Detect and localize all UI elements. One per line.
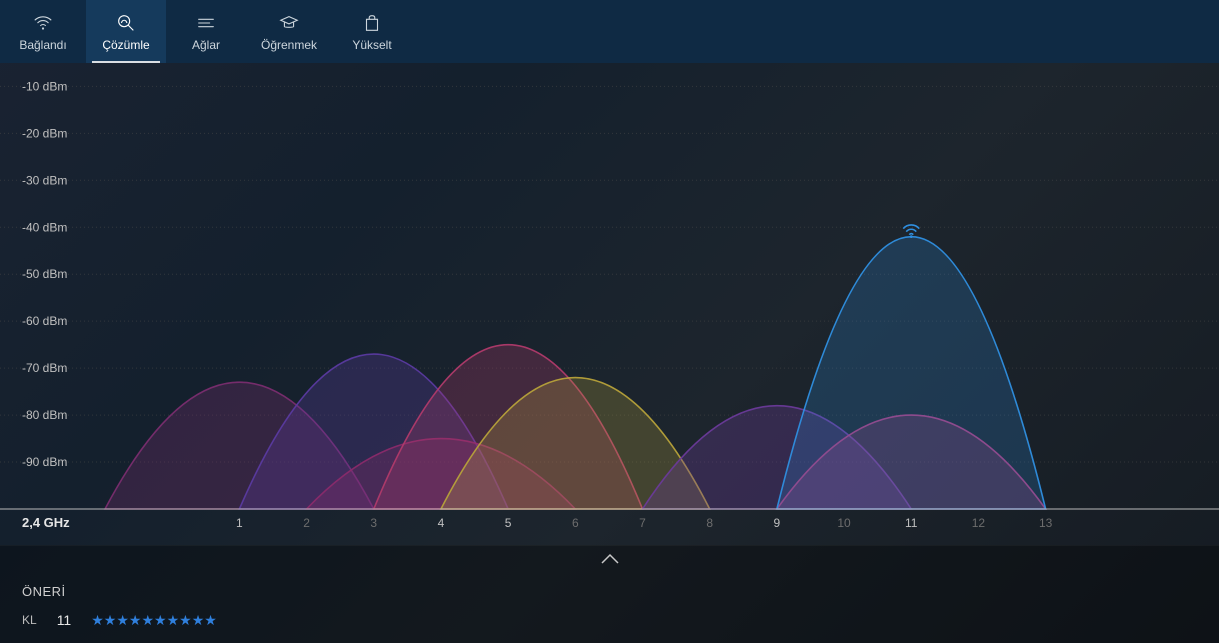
recommendation-label: KL <box>22 613 37 627</box>
svg-text:2,4 GHz: 2,4 GHz <box>22 515 70 530</box>
nav-learn-label: Öğrenmek <box>261 38 317 52</box>
svg-text:2: 2 <box>303 516 310 530</box>
svg-text:-20 dBm: -20 dBm <box>22 126 67 140</box>
svg-text:-60 dBm: -60 dBm <box>22 314 67 328</box>
spectrum-svg: -10 dBm -20 dBm -30 dBm -40 dBm -50 dBm -60 d… <box>0 63 1219 545</box>
star-icon: ★ <box>129 613 142 627</box>
svg-text:-70 dBm: -70 dBm <box>22 361 67 375</box>
networks-icon <box>195 12 217 34</box>
svg-text:10: 10 <box>837 516 851 530</box>
svg-text:-30 dBm: -30 dBm <box>22 173 67 187</box>
learn-icon <box>278 12 300 34</box>
star-icon: ★ <box>204 613 217 627</box>
nav-upgrade[interactable]: Yükselt <box>332 0 412 63</box>
recommendation-panel: ÖNERİ KL 11 ★★★★★★★★★★ <box>0 545 1219 643</box>
nav-connected-label: Bağlandı <box>19 38 66 52</box>
star-icon: ★ <box>141 613 154 627</box>
nav-learn[interactable]: Öğrenmek <box>246 0 332 63</box>
star-icon: ★ <box>192 613 205 627</box>
wifi-icon <box>32 12 54 34</box>
star-icon: ★ <box>116 613 129 627</box>
rating-stars: ★★★★★★★★★★ <box>91 613 217 627</box>
analyze-icon <box>115 12 137 34</box>
svg-text:9: 9 <box>774 516 781 530</box>
svg-text:-90 dBm: -90 dBm <box>22 455 67 469</box>
spectrum-chart: -10 dBm -20 dBm -30 dBm -40 dBm -50 dBm -60 d… <box>0 63 1219 545</box>
connected-wifi-icon <box>903 225 919 238</box>
svg-text:6: 6 <box>572 516 579 530</box>
expand-chevron-icon[interactable] <box>599 552 621 571</box>
svg-text:11: 11 <box>905 516 918 530</box>
svg-text:4: 4 <box>438 516 445 530</box>
nav-analyze[interactable]: Çözümle <box>86 0 166 63</box>
svg-text:7: 7 <box>639 516 646 530</box>
svg-text:1: 1 <box>236 516 243 530</box>
svg-text:13: 13 <box>1039 516 1053 530</box>
svg-text:5: 5 <box>505 516 512 530</box>
recommendation-value: 11 <box>57 612 72 628</box>
svg-text:8: 8 <box>706 516 713 530</box>
star-icon: ★ <box>104 613 117 627</box>
top-nav: Bağlandı Çözümle Ağlar Öğrenmek Yükselt <box>0 0 1219 63</box>
svg-text:-10 dBm: -10 dBm <box>22 79 67 93</box>
svg-text:-40 dBm: -40 dBm <box>22 220 67 234</box>
svg-text:-80 dBm: -80 dBm <box>22 408 67 422</box>
nav-connected[interactable]: Bağlandı <box>0 0 86 63</box>
svg-text:3: 3 <box>370 516 377 530</box>
nav-upgrade-label: Yükselt <box>352 38 391 52</box>
nav-networks[interactable]: Ağlar <box>166 0 246 63</box>
upgrade-icon <box>361 12 383 34</box>
star-icon: ★ <box>154 613 167 627</box>
star-icon: ★ <box>91 613 104 627</box>
nav-analyze-label: Çözümle <box>102 38 149 52</box>
nav-networks-label: Ağlar <box>192 38 220 52</box>
star-icon: ★ <box>167 613 180 627</box>
svg-text:12: 12 <box>972 516 986 530</box>
svg-text:-50 dBm: -50 dBm <box>22 267 67 281</box>
recommendation-title: ÖNERİ <box>22 584 66 599</box>
star-icon: ★ <box>179 613 192 627</box>
